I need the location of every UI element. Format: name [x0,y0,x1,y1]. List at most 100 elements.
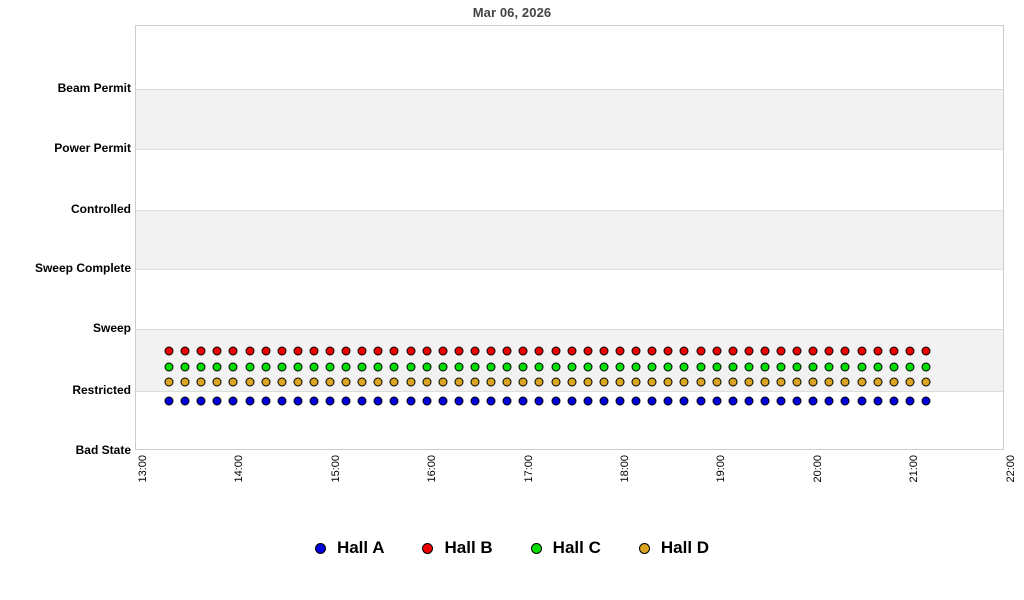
data-point-hall-d[interactable] [502,377,512,387]
data-point-hall-c[interactable] [728,362,738,372]
data-point-hall-c[interactable] [325,362,335,372]
data-point-hall-b[interactable] [808,346,818,356]
data-point-hall-a[interactable] [840,396,850,406]
data-point-hall-a[interactable] [261,396,271,406]
data-point-hall-a[interactable] [406,396,416,406]
data-point-hall-a[interactable] [921,396,931,406]
data-point-hall-a[interactable] [647,396,657,406]
data-point-hall-c[interactable] [889,362,899,372]
data-point-hall-d[interactable] [551,377,561,387]
data-point-hall-c[interactable] [905,362,915,372]
data-point-hall-a[interactable] [212,396,222,406]
data-point-hall-c[interactable] [792,362,802,372]
data-point-hall-a[interactable] [663,396,673,406]
data-point-hall-b[interactable] [277,346,287,356]
data-point-hall-c[interactable] [470,362,480,372]
data-point-hall-a[interactable] [824,396,834,406]
data-point-hall-a[interactable] [696,396,705,406]
data-point-hall-c[interactable] [776,362,786,372]
data-point-hall-c[interactable] [212,362,222,372]
data-point-hall-c[interactable] [873,362,883,372]
data-point-hall-a[interactable] [889,396,899,406]
data-point-hall-c[interactable] [438,362,448,372]
data-point-hall-d[interactable] [679,377,689,387]
data-point-hall-d[interactable] [245,377,255,387]
data-point-hall-a[interactable] [551,396,561,406]
data-point-hall-b[interactable] [357,346,367,356]
data-point-hall-a[interactable] [309,396,319,406]
data-point-hall-b[interactable] [309,346,319,356]
data-point-hall-b[interactable] [696,346,705,356]
data-point-hall-c[interactable] [921,362,931,372]
data-point-hall-c[interactable] [631,362,641,372]
data-point-hall-a[interactable] [470,396,480,406]
data-point-hall-a[interactable] [792,396,802,406]
data-point-hall-d[interactable] [277,377,287,387]
data-point-hall-c[interactable] [599,362,609,372]
data-point-hall-b[interactable] [293,346,303,356]
data-point-hall-c[interactable] [245,362,255,372]
data-point-hall-b[interactable] [518,346,528,356]
data-point-hall-c[interactable] [712,362,722,372]
data-point-hall-d[interactable] [663,377,673,387]
data-point-hall-b[interactable] [567,346,577,356]
data-point-hall-b[interactable] [631,346,641,356]
data-point-hall-a[interactable] [534,396,544,406]
data-point-hall-d[interactable] [389,377,399,387]
data-point-hall-a[interactable] [712,396,722,406]
data-point-hall-d[interactable] [373,377,383,387]
data-point-hall-d[interactable] [341,377,351,387]
data-point-hall-b[interactable] [840,346,850,356]
data-point-hall-a[interactable] [228,396,238,406]
data-point-hall-a[interactable] [776,396,786,406]
data-point-hall-a[interactable] [502,396,512,406]
data-point-hall-d[interactable] [567,377,577,387]
data-point-hall-d[interactable] [647,377,657,387]
data-point-hall-a[interactable] [164,396,174,406]
data-point-hall-b[interactable] [470,346,480,356]
data-point-hall-c[interactable] [454,362,464,372]
data-point-hall-b[interactable] [889,346,899,356]
data-point-hall-c[interactable] [406,362,416,372]
data-point-hall-b[interactable] [679,346,689,356]
data-point-hall-b[interactable] [760,346,770,356]
data-point-hall-d[interactable] [760,377,770,387]
data-point-hall-d[interactable] [824,377,834,387]
data-point-hall-c[interactable] [857,362,867,372]
data-point-hall-c[interactable] [373,362,383,372]
data-point-hall-d[interactable] [422,377,432,387]
data-point-hall-d[interactable] [615,377,625,387]
data-point-hall-d[interactable] [454,377,464,387]
data-point-hall-c[interactable] [744,362,754,372]
data-point-hall-b[interactable] [341,346,351,356]
data-point-hall-c[interactable] [534,362,544,372]
legend-item-hall-a[interactable]: Hall A [314,538,384,558]
data-point-hall-b[interactable] [389,346,399,356]
data-point-hall-c[interactable] [824,362,834,372]
data-point-hall-b[interactable] [663,346,673,356]
data-point-hall-b[interactable] [180,346,190,356]
data-point-hall-c[interactable] [196,362,206,372]
data-point-hall-a[interactable] [438,396,448,406]
data-point-hall-a[interactable] [373,396,383,406]
data-point-hall-b[interactable] [502,346,512,356]
data-point-hall-c[interactable] [696,362,705,372]
data-point-hall-c[interactable] [551,362,561,372]
data-point-hall-d[interactable] [309,377,319,387]
data-point-hall-d[interactable] [261,377,271,387]
data-point-hall-b[interactable] [438,346,448,356]
data-point-hall-c[interactable] [663,362,673,372]
data-point-hall-b[interactable] [551,346,561,356]
data-point-hall-a[interactable] [293,396,303,406]
data-point-hall-a[interactable] [180,396,190,406]
data-point-hall-d[interactable] [486,377,496,387]
data-point-hall-d[interactable] [212,377,222,387]
data-point-hall-d[interactable] [712,377,722,387]
legend-item-hall-c[interactable]: Hall C [530,538,601,558]
data-point-hall-d[interactable] [873,377,883,387]
data-point-hall-a[interactable] [422,396,432,406]
data-point-hall-a[interactable] [325,396,335,406]
data-point-hall-c[interactable] [808,362,818,372]
data-point-hall-c[interactable] [518,362,528,372]
data-point-hall-a[interactable] [631,396,641,406]
